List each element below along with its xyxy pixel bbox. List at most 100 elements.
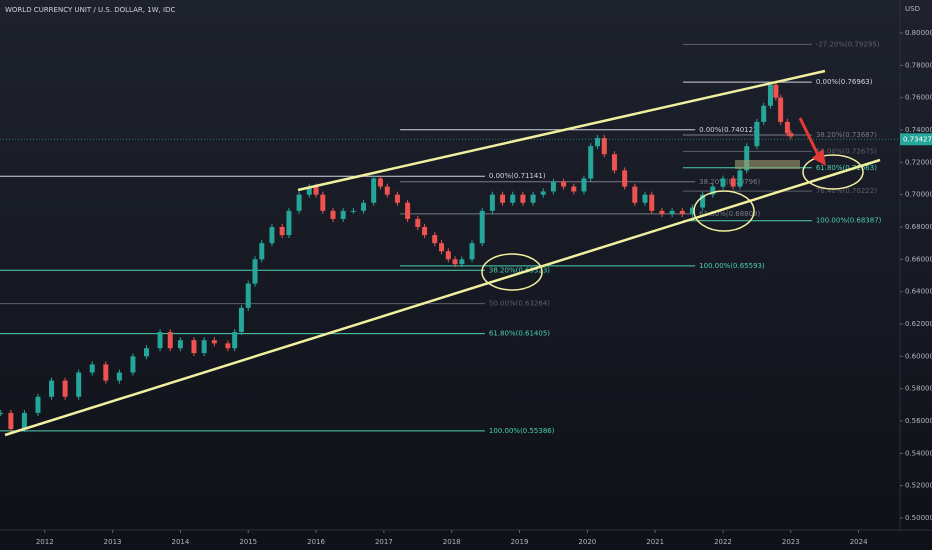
candle-body (788, 133, 794, 137)
candle-body (761, 105, 767, 122)
candle-body (371, 178, 377, 203)
zone (735, 160, 800, 169)
candle-body (49, 380, 55, 397)
arrow-head (812, 149, 826, 166)
arrow (798, 117, 820, 156)
x-tick-label: 2013 (104, 538, 122, 546)
fib-label: 100.00%(0.55386) (489, 427, 555, 435)
candle-body (306, 186, 312, 195)
channel-lower (4, 158, 881, 437)
drawings (4, 69, 881, 437)
candle-body (588, 146, 594, 179)
candle-body (279, 227, 285, 236)
x-tick-label: 2014 (171, 538, 189, 546)
candle-body (459, 259, 465, 265)
y-tick-label: 0.66000 (905, 255, 932, 263)
candle-body (296, 194, 302, 211)
fib-label: 0.00%(0.71141) (489, 172, 546, 180)
y-tick-label: 0.56000 (905, 417, 932, 425)
y-tick-label: 0.58000 (905, 385, 932, 393)
candle-body (700, 194, 706, 208)
x-tick-label: 2023 (782, 538, 800, 546)
fib-label: 50.00%(0.72675) (816, 147, 877, 155)
candle-body (340, 210, 346, 219)
y-axis-label: USD (905, 5, 920, 13)
last-price-tag (900, 133, 932, 146)
x-tick-label: 2017 (375, 538, 393, 546)
x-tick-label: 2022 (714, 538, 732, 546)
y-tick-label: 0.60000 (905, 352, 932, 360)
candle-body (571, 186, 577, 192)
candle-body (439, 243, 445, 252)
candle-body (384, 186, 390, 195)
y-tick-label: 0.62000 (905, 320, 932, 328)
candle-body (320, 194, 326, 211)
x-tick-label: 2020 (578, 538, 596, 546)
candle-body (479, 210, 485, 244)
fib-label: 61.80%(0.71663) (816, 164, 877, 172)
candle-body (191, 340, 197, 354)
candle-body (252, 259, 258, 284)
y-tick-label: 0.64000 (905, 288, 932, 296)
fib-label: 100.00%(0.65593) (699, 262, 765, 270)
candle-body (500, 194, 506, 203)
candle-body (744, 146, 750, 171)
fib-label: 50.00%(0.63264) (489, 300, 550, 308)
candle-body (767, 84, 773, 106)
candle-body (669, 210, 675, 215)
candle-body (611, 154, 617, 171)
highlight-ellipse (802, 154, 864, 190)
candle-body (62, 380, 68, 397)
candle-body (177, 340, 183, 349)
fib-label: 76.40%(0.70222) (816, 187, 877, 195)
fib-label: 38.20%(0.73687) (816, 131, 877, 139)
candle-body (245, 283, 251, 308)
candle-body (622, 170, 628, 187)
candle-body (259, 243, 265, 260)
candle-body (313, 186, 319, 195)
y-tick-label: 0.76000 (905, 94, 932, 102)
candle-body (642, 194, 648, 203)
candle-body (35, 396, 41, 413)
candle-body (754, 121, 760, 147)
candle-body (201, 340, 207, 354)
candle-body (103, 364, 109, 381)
candle-body (415, 218, 421, 227)
fib-label: 61.80%(0.68809) (699, 210, 760, 218)
x-tick-label: 2018 (443, 538, 461, 546)
candles (0, 81, 794, 433)
y-tick-label: 0.74000 (905, 126, 932, 134)
x-tick-label: 2024 (850, 538, 868, 546)
candle-body (361, 202, 367, 211)
candle-body (689, 207, 695, 215)
candle-body (432, 235, 438, 244)
candle-body (773, 84, 779, 98)
candle-body (550, 181, 556, 192)
candle-body (232, 332, 238, 349)
candle-body (211, 340, 217, 344)
fib-label: 0.00%(0.76963) (816, 78, 873, 86)
x-tick-label: 2012 (36, 538, 54, 546)
fib-label: 38.20%(0.70796) (699, 178, 760, 186)
chart-title: WORLD CURRENCY UNIT / U.S. DOLLAR, 1W, I… (5, 6, 175, 14)
candle-body (730, 178, 736, 187)
last-price-label: 0.73427 (903, 135, 932, 143)
y-tick-label: 0.72000 (905, 158, 932, 166)
fib-label: 38.20%(0.65323) (489, 266, 550, 274)
candle-body (649, 194, 655, 211)
candle-body (167, 332, 173, 349)
x-tick-label: 2016 (307, 538, 325, 546)
candle-body (530, 194, 536, 203)
candle-body (8, 412, 14, 430)
candle-body (520, 194, 526, 203)
candle-body (330, 210, 336, 219)
candle-body (510, 194, 516, 203)
y-tick-label: 0.50000 (905, 514, 932, 522)
highlight-ellipse (481, 253, 543, 291)
candle-body (778, 97, 784, 122)
y-tick-label: 0.78000 (905, 61, 932, 69)
candle-body (469, 243, 475, 260)
candle-body (405, 202, 411, 219)
